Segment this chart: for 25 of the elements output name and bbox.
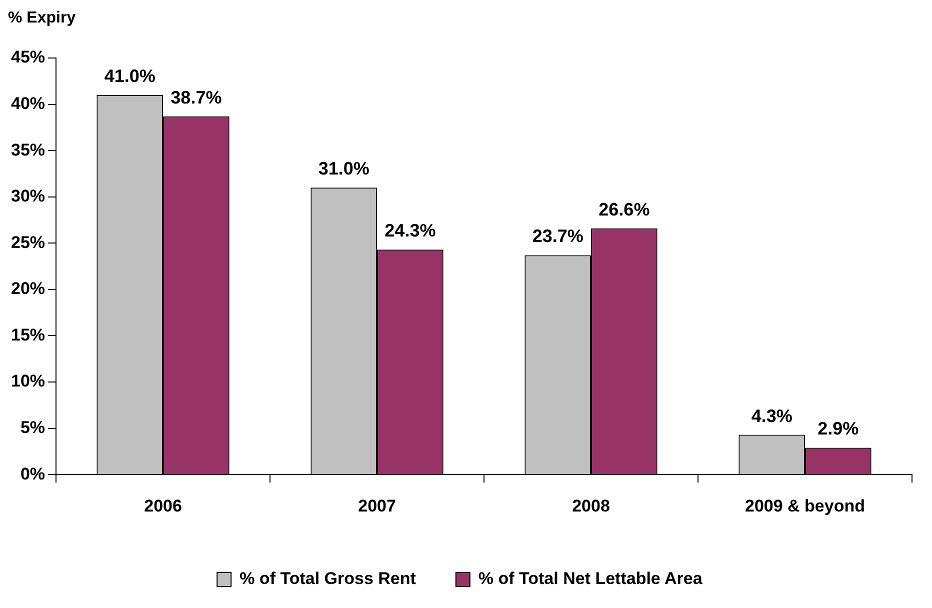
data-label: 41.0% (104, 66, 156, 86)
y-tick-label: 15% (10, 325, 46, 344)
x-tick-label: 2007 (358, 496, 396, 516)
y-tick-label: 35% (10, 140, 46, 160)
data-label: 2.9% (818, 418, 859, 439)
x-tick-label: 2006 (144, 496, 182, 516)
data-label: 31.0% (318, 158, 370, 179)
x-tick-label: 2008 (572, 496, 610, 516)
y-tick-label: 5% (20, 418, 46, 437)
legend-label: % of Total Gross Rent (240, 569, 416, 588)
y-axis-title: % Expiry (8, 9, 76, 26)
x-tick-label: 2009 & beyond (745, 496, 866, 516)
y-tick-label: 20% (10, 279, 46, 298)
data-label: 23.7% (532, 226, 584, 246)
y-tick-label: 40% (10, 94, 46, 113)
y-tick-label: 10% (10, 372, 46, 391)
legend-label: % of Total Net Lettable Area (478, 569, 703, 588)
data-label: 4.3% (751, 406, 792, 426)
data-label: 26.6% (598, 199, 650, 220)
y-tick-label: 25% (10, 232, 46, 252)
y-tick-label: 45% (10, 48, 46, 67)
y-tick-label: 0% (20, 464, 46, 484)
y-tick-label: 30% (10, 186, 46, 206)
data-label: 38.7% (170, 87, 222, 108)
data-label: 24.3% (384, 220, 436, 241)
